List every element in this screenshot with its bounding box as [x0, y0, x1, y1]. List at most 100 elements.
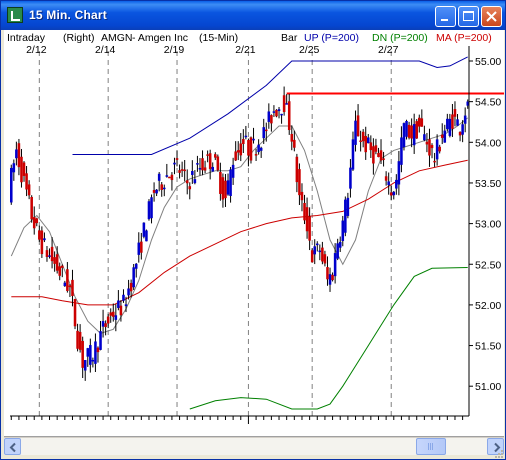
price-bar-body: [331, 274, 334, 281]
price-bar-body: [356, 115, 360, 137]
left-arrow-icon: [9, 442, 16, 453]
y-tick-label: 52.00: [475, 300, 501, 312]
price-bar-body: [73, 298, 77, 327]
price-bar-body: [428, 139, 431, 156]
price-bar-body: [346, 197, 350, 216]
price-bar-body: [206, 154, 209, 156]
chart-area[interactable]: 2/12 2/14 2/19 2/21 2/25 2/27 51.00 51.50 52.00 5…: [4, 30, 504, 437]
price-bar-body: [262, 127, 265, 139]
y-tick-label: 52.50: [475, 259, 501, 271]
price-bar-body: [316, 243, 319, 246]
price-bar-body: [293, 139, 296, 148]
price-bar-body: [53, 257, 56, 264]
price-bar-body: [101, 321, 105, 327]
price-bar-body: [150, 197, 153, 219]
scroll-thumb[interactable]: [416, 438, 446, 455]
price-bar-body: [112, 311, 115, 317]
y-tick-label: 51.00: [475, 381, 501, 393]
close-button[interactable]: [481, 6, 502, 27]
minimize-icon: [441, 19, 448, 21]
price-bar-body: [267, 111, 271, 122]
minimize-button[interactable]: [435, 6, 456, 27]
price-bar-body: [308, 216, 311, 241]
dn-band-legend: DN (P=200): [372, 32, 428, 44]
price-bar-body: [282, 95, 286, 113]
right-arrow-icon: [494, 442, 501, 453]
price-bar-body: [438, 146, 441, 152]
price-bar-body: [448, 118, 452, 136]
price-bar-body: [321, 247, 324, 262]
price-bar-body: [104, 323, 107, 328]
scroll-left-button[interactable]: [4, 438, 21, 455]
price-bar-body: [430, 145, 434, 149]
price-bar-body: [173, 162, 176, 165]
price-bar-body: [66, 269, 69, 291]
price-bar-body: [257, 144, 260, 153]
price-bar-body: [147, 201, 151, 220]
price-bar-body: [387, 181, 390, 186]
window-title: 15 Min. Chart: [29, 8, 107, 22]
price-bar-body: [27, 184, 31, 196]
price-bar-body: [193, 179, 197, 184]
price-bar-body: [91, 359, 95, 362]
chart-app-icon[interactable]: [7, 7, 23, 23]
x-tick-label: 2/12: [26, 44, 47, 56]
price-bar-body: [17, 143, 21, 168]
ma-legend: MA (P=200): [436, 32, 492, 44]
price-bar-body: [32, 217, 36, 229]
ma-line: [11, 159, 468, 306]
price-bar-body: [259, 147, 263, 151]
price-bar-body: [287, 101, 291, 131]
price-bar-body: [435, 139, 439, 160]
price-bar-body: [45, 250, 49, 257]
price-bar-body: [305, 207, 309, 232]
price-chart[interactable]: 2/12 2/14 2/19 2/21 2/25 2/27 51.00 51.50 52.00 5…: [4, 30, 504, 436]
price-bar-body: [81, 340, 84, 368]
maximize-button[interactable]: [458, 6, 479, 27]
price-bar-body: [318, 250, 322, 253]
price-bar-body: [132, 267, 135, 288]
price-bar-body: [405, 120, 408, 137]
price-bar-body: [277, 109, 281, 112]
title-bar[interactable]: 15 Min. Chart: [1, 1, 505, 30]
price-bar-body: [310, 250, 314, 263]
price-bar-body: [12, 163, 16, 173]
price-bar-body: [239, 143, 243, 156]
price-bar-body: [226, 180, 230, 195]
price-bar-body: [152, 189, 156, 193]
y-tick-label: 51.50: [475, 341, 501, 353]
price-bar-body: [94, 341, 97, 364]
price-bar-body: [303, 202, 306, 221]
interval-label: (15-Min): [199, 32, 238, 44]
price-bar-body: [328, 274, 332, 285]
price-bar-body: [323, 254, 327, 264]
price-bar-body: [290, 133, 294, 142]
price-bar-body: [38, 230, 41, 240]
price-bar-body: [313, 246, 316, 255]
price-bar-body: [412, 124, 416, 146]
price-bar-body: [458, 131, 462, 136]
x-tick-label: 2/21: [235, 44, 256, 56]
price-bar-body: [423, 134, 426, 141]
price-bar-body: [216, 156, 220, 171]
price-bar-body: [418, 117, 421, 127]
price-bar-body: [338, 241, 342, 248]
price-bar-body: [336, 243, 339, 259]
short-ma-line: [10, 117, 469, 334]
price-bar-body: [43, 238, 46, 241]
price-bar-body: [50, 246, 54, 262]
up-band-line: [72, 56, 468, 155]
price-bar-body: [20, 156, 23, 183]
scroll-right-button[interactable]: [487, 438, 504, 455]
price-bar-body: [443, 130, 447, 143]
resize-grip-icon[interactable]: [492, 448, 504, 459]
horizontal-scrollbar[interactable]: [4, 437, 504, 455]
price-bar-body: [341, 220, 345, 242]
price-bar-body: [22, 162, 26, 176]
price-bar-body: [242, 139, 245, 145]
price-bar-body: [114, 315, 118, 320]
price-bar-body: [369, 142, 373, 151]
price-bar-body: [440, 134, 444, 138]
price-bar-body: [272, 111, 276, 113]
price-bar-body: [63, 282, 67, 287]
